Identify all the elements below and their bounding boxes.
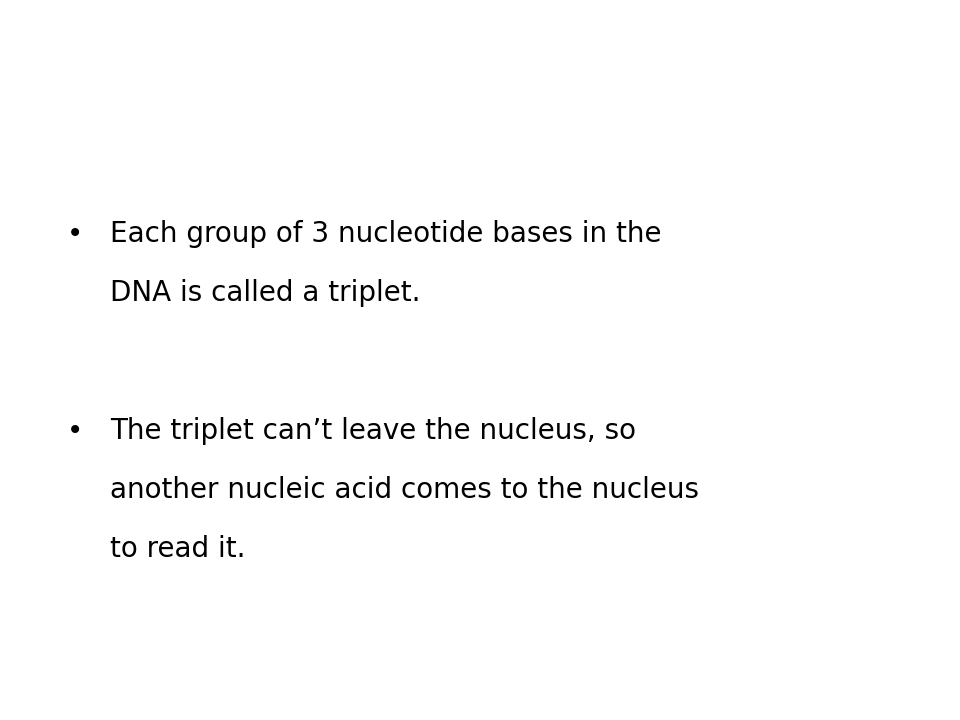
Text: DNA is called a triplet.: DNA is called a triplet. [110,279,420,307]
Text: to read it.: to read it. [110,535,246,563]
Text: •: • [67,220,84,248]
Text: The triplet can’t leave the nucleus, so: The triplet can’t leave the nucleus, so [110,417,636,445]
Text: Each group of 3 nucleotide bases in the: Each group of 3 nucleotide bases in the [110,220,661,248]
Text: another nucleic acid comes to the nucleus: another nucleic acid comes to the nucleu… [110,476,700,504]
Text: •: • [67,417,84,445]
